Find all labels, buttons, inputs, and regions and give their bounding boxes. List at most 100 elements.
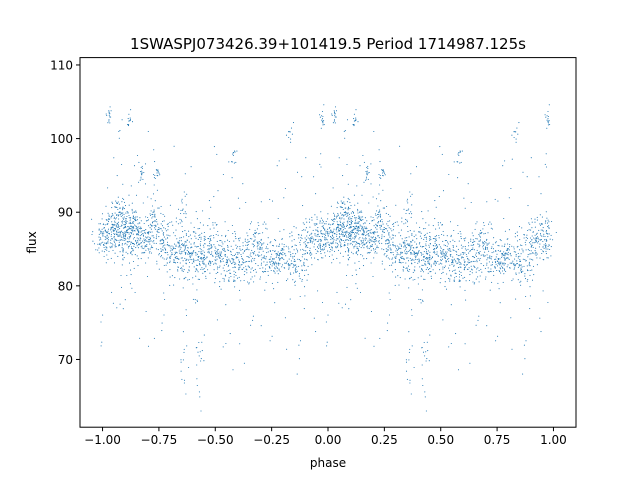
data-point [308,242,310,244]
data-point [426,358,428,360]
data-point [352,210,354,213]
data-point [316,233,318,236]
data-point [349,257,351,259]
data-point [253,240,255,242]
data-point [181,243,183,245]
data-point [166,262,169,264]
data-point [477,267,479,269]
data-point [186,253,189,255]
data-point [324,242,326,244]
data-point [209,260,211,262]
data-point [468,279,471,282]
data-point [487,232,489,234]
data-point [375,231,377,233]
data-point [362,228,364,230]
data-point [118,211,120,213]
data-point [142,252,144,254]
data-point [272,245,275,247]
data-point [276,270,278,272]
data-point [125,251,127,253]
data-point [407,260,410,262]
data-point [502,165,504,167]
data-point [519,255,521,257]
data-point [494,261,497,264]
data-point [247,235,249,237]
data-point [398,284,400,286]
data-point [348,198,350,201]
data-point [479,232,481,234]
data-point [339,224,341,226]
data-point [164,244,166,246]
data-point [282,251,284,253]
data-point [479,239,482,241]
data-point [323,244,325,246]
data-point [335,217,338,219]
data-point [347,244,349,246]
data-point [252,234,254,236]
data-point [416,254,419,256]
data-point [419,235,421,237]
data-point [415,256,417,259]
data-point [470,240,472,242]
data-point [363,247,365,249]
data-point [415,234,417,236]
data-point [234,253,237,255]
data-point [460,244,462,246]
data-point [418,249,420,252]
data-point [385,228,387,230]
data-point [232,258,234,260]
data-point [155,248,157,250]
data-point [118,235,120,237]
data-point [103,255,105,258]
data-point [238,240,240,242]
data-point [475,252,477,254]
data-point [250,259,252,261]
data-point [281,266,283,268]
data-point [515,138,517,140]
data-point [425,236,428,238]
data-point [362,239,364,241]
data-point [130,252,132,255]
data-point [399,145,401,147]
data-point [228,264,230,266]
data-point [423,251,425,253]
data-point [335,247,337,249]
data-point [322,122,324,124]
data-point [288,251,290,253]
data-point [226,256,228,258]
data-point [333,110,335,112]
data-point [412,247,414,249]
data-point [122,197,124,199]
data-point [476,221,478,223]
data-point [503,273,505,275]
data-point [349,221,351,223]
data-point [486,254,488,256]
data-point [344,203,346,205]
data-point [350,234,352,236]
data-point [529,258,531,260]
data-point [125,231,127,233]
data-point [130,225,132,227]
data-point [381,236,383,238]
data-point [389,236,391,238]
data-point [392,257,394,259]
data-point [290,138,292,140]
data-point [187,271,189,273]
data-point [126,244,128,246]
data-point [444,286,446,288]
data-point [352,237,354,239]
data-point [273,271,275,273]
data-point [319,114,321,116]
data-point [253,245,255,247]
data-point [253,281,255,283]
data-point [430,275,432,277]
data-point [141,170,143,172]
data-point [391,264,393,266]
data-point [182,359,184,361]
data-point [431,257,433,259]
data-point [295,248,298,250]
data-point [152,193,155,195]
data-point [289,131,291,133]
data-point [415,255,417,257]
data-point [455,333,457,335]
